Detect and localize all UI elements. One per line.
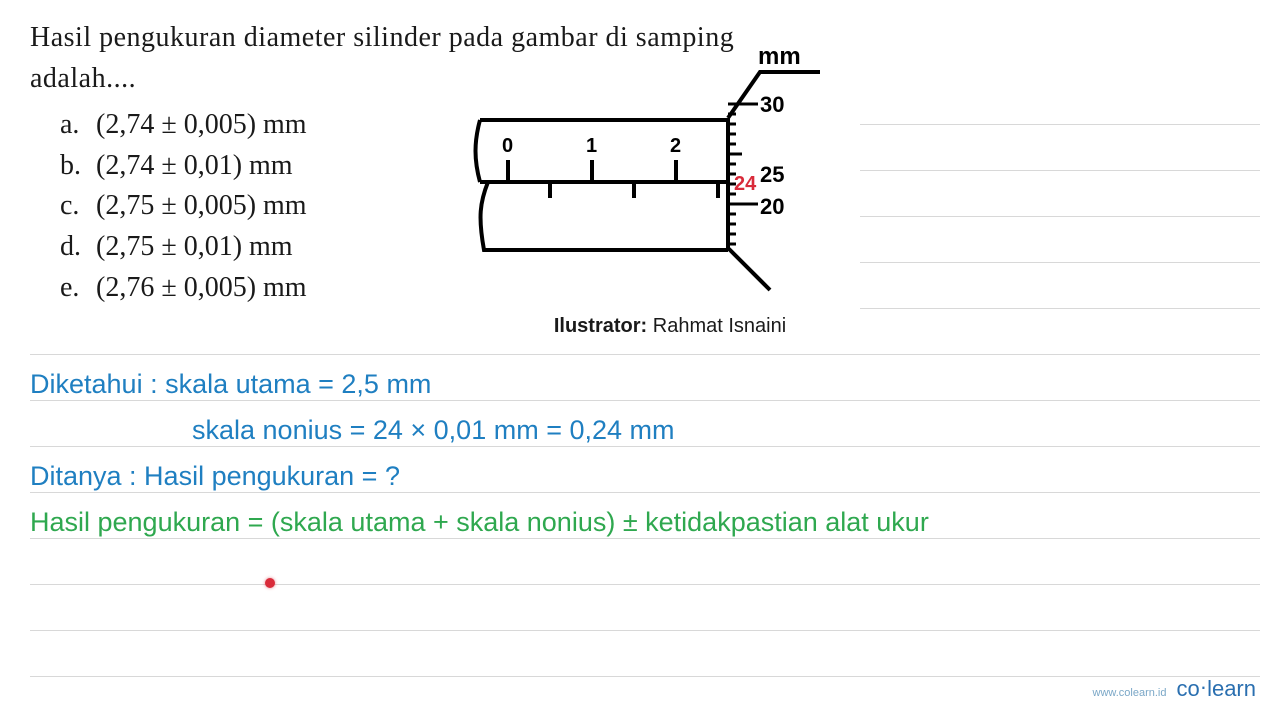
footer: www.colearn.id co·learn	[1093, 676, 1256, 702]
options-list: a. (2,74 ± 0,005) mm b. (2,74 ± 0,01) mm…	[30, 105, 307, 308]
illustrator-name: Rahmat Isnaini	[653, 315, 786, 337]
thimble-30: 30	[760, 92, 784, 117]
option-e: e. (2,76 ± 0,005) mm	[60, 268, 307, 309]
option-b: b. (2,74 ± 0,01) mm	[60, 146, 307, 187]
rule-line	[30, 584, 1260, 585]
question-line-2: adalah....	[30, 59, 307, 100]
sleeve-num-2: 2	[670, 135, 681, 157]
option-a: a. (2,74 ± 0,005) mm	[60, 105, 307, 146]
thimble-highlight-24: 24	[734, 173, 757, 195]
option-text: (2,74 ± 0,005) mm	[96, 105, 307, 146]
option-letter: a.	[60, 105, 96, 146]
option-text: (2,75 ± 0,005) mm	[96, 186, 307, 227]
option-text: (2,75 ± 0,01) mm	[96, 227, 293, 268]
rule-line	[30, 354, 1260, 355]
solution-line-2: skala nonius = 24 × 0,01 mm = 0,24 mm	[30, 408, 929, 454]
solution-line-4: Hasil pengukuran = (skala utama + skala …	[30, 500, 929, 546]
thimble-25: 25	[760, 162, 784, 187]
brand-dot-icon: ·	[1200, 674, 1207, 699]
option-text: (2,76 ± 0,005) mm	[96, 268, 307, 309]
thimble-20: 20	[760, 194, 784, 219]
option-letter: b.	[60, 146, 96, 187]
sleeve-num-0: 0	[502, 135, 513, 157]
solution-line-3: Ditanya : Hasil pengukuran = ?	[30, 454, 929, 500]
brand-post: learn	[1207, 676, 1256, 701]
option-c: c. (2,75 ± 0,005) mm	[60, 186, 307, 227]
sleeve-num-1: 1	[586, 135, 597, 157]
brand-pre: co	[1177, 676, 1200, 701]
solution-block: Diketahui : skala utama = 2,5 mm skala n…	[30, 362, 929, 546]
solution-line-1: Diketahui : skala utama = 2,5 mm	[30, 362, 929, 408]
option-letter: e.	[60, 268, 96, 309]
rule-line	[30, 676, 1260, 677]
footer-url: www.colearn.id	[1093, 687, 1167, 699]
option-d: d. (2,75 ± 0,01) mm	[60, 227, 307, 268]
pointer-dot-icon	[265, 578, 275, 588]
footer-brand: co·learn	[1177, 676, 1257, 702]
option-text: (2,74 ± 0,01) mm	[96, 146, 293, 187]
option-letter: d.	[60, 227, 96, 268]
unit-label: mm	[758, 43, 801, 70]
micrometer-diagram: mm 0 1 2	[470, 42, 870, 338]
illustrator-label: Ilustrator:	[554, 315, 647, 337]
rule-line	[30, 630, 1260, 631]
option-letter: c.	[60, 186, 96, 227]
illustrator-credit: Ilustrator: Rahmat Isnaini	[470, 315, 870, 338]
